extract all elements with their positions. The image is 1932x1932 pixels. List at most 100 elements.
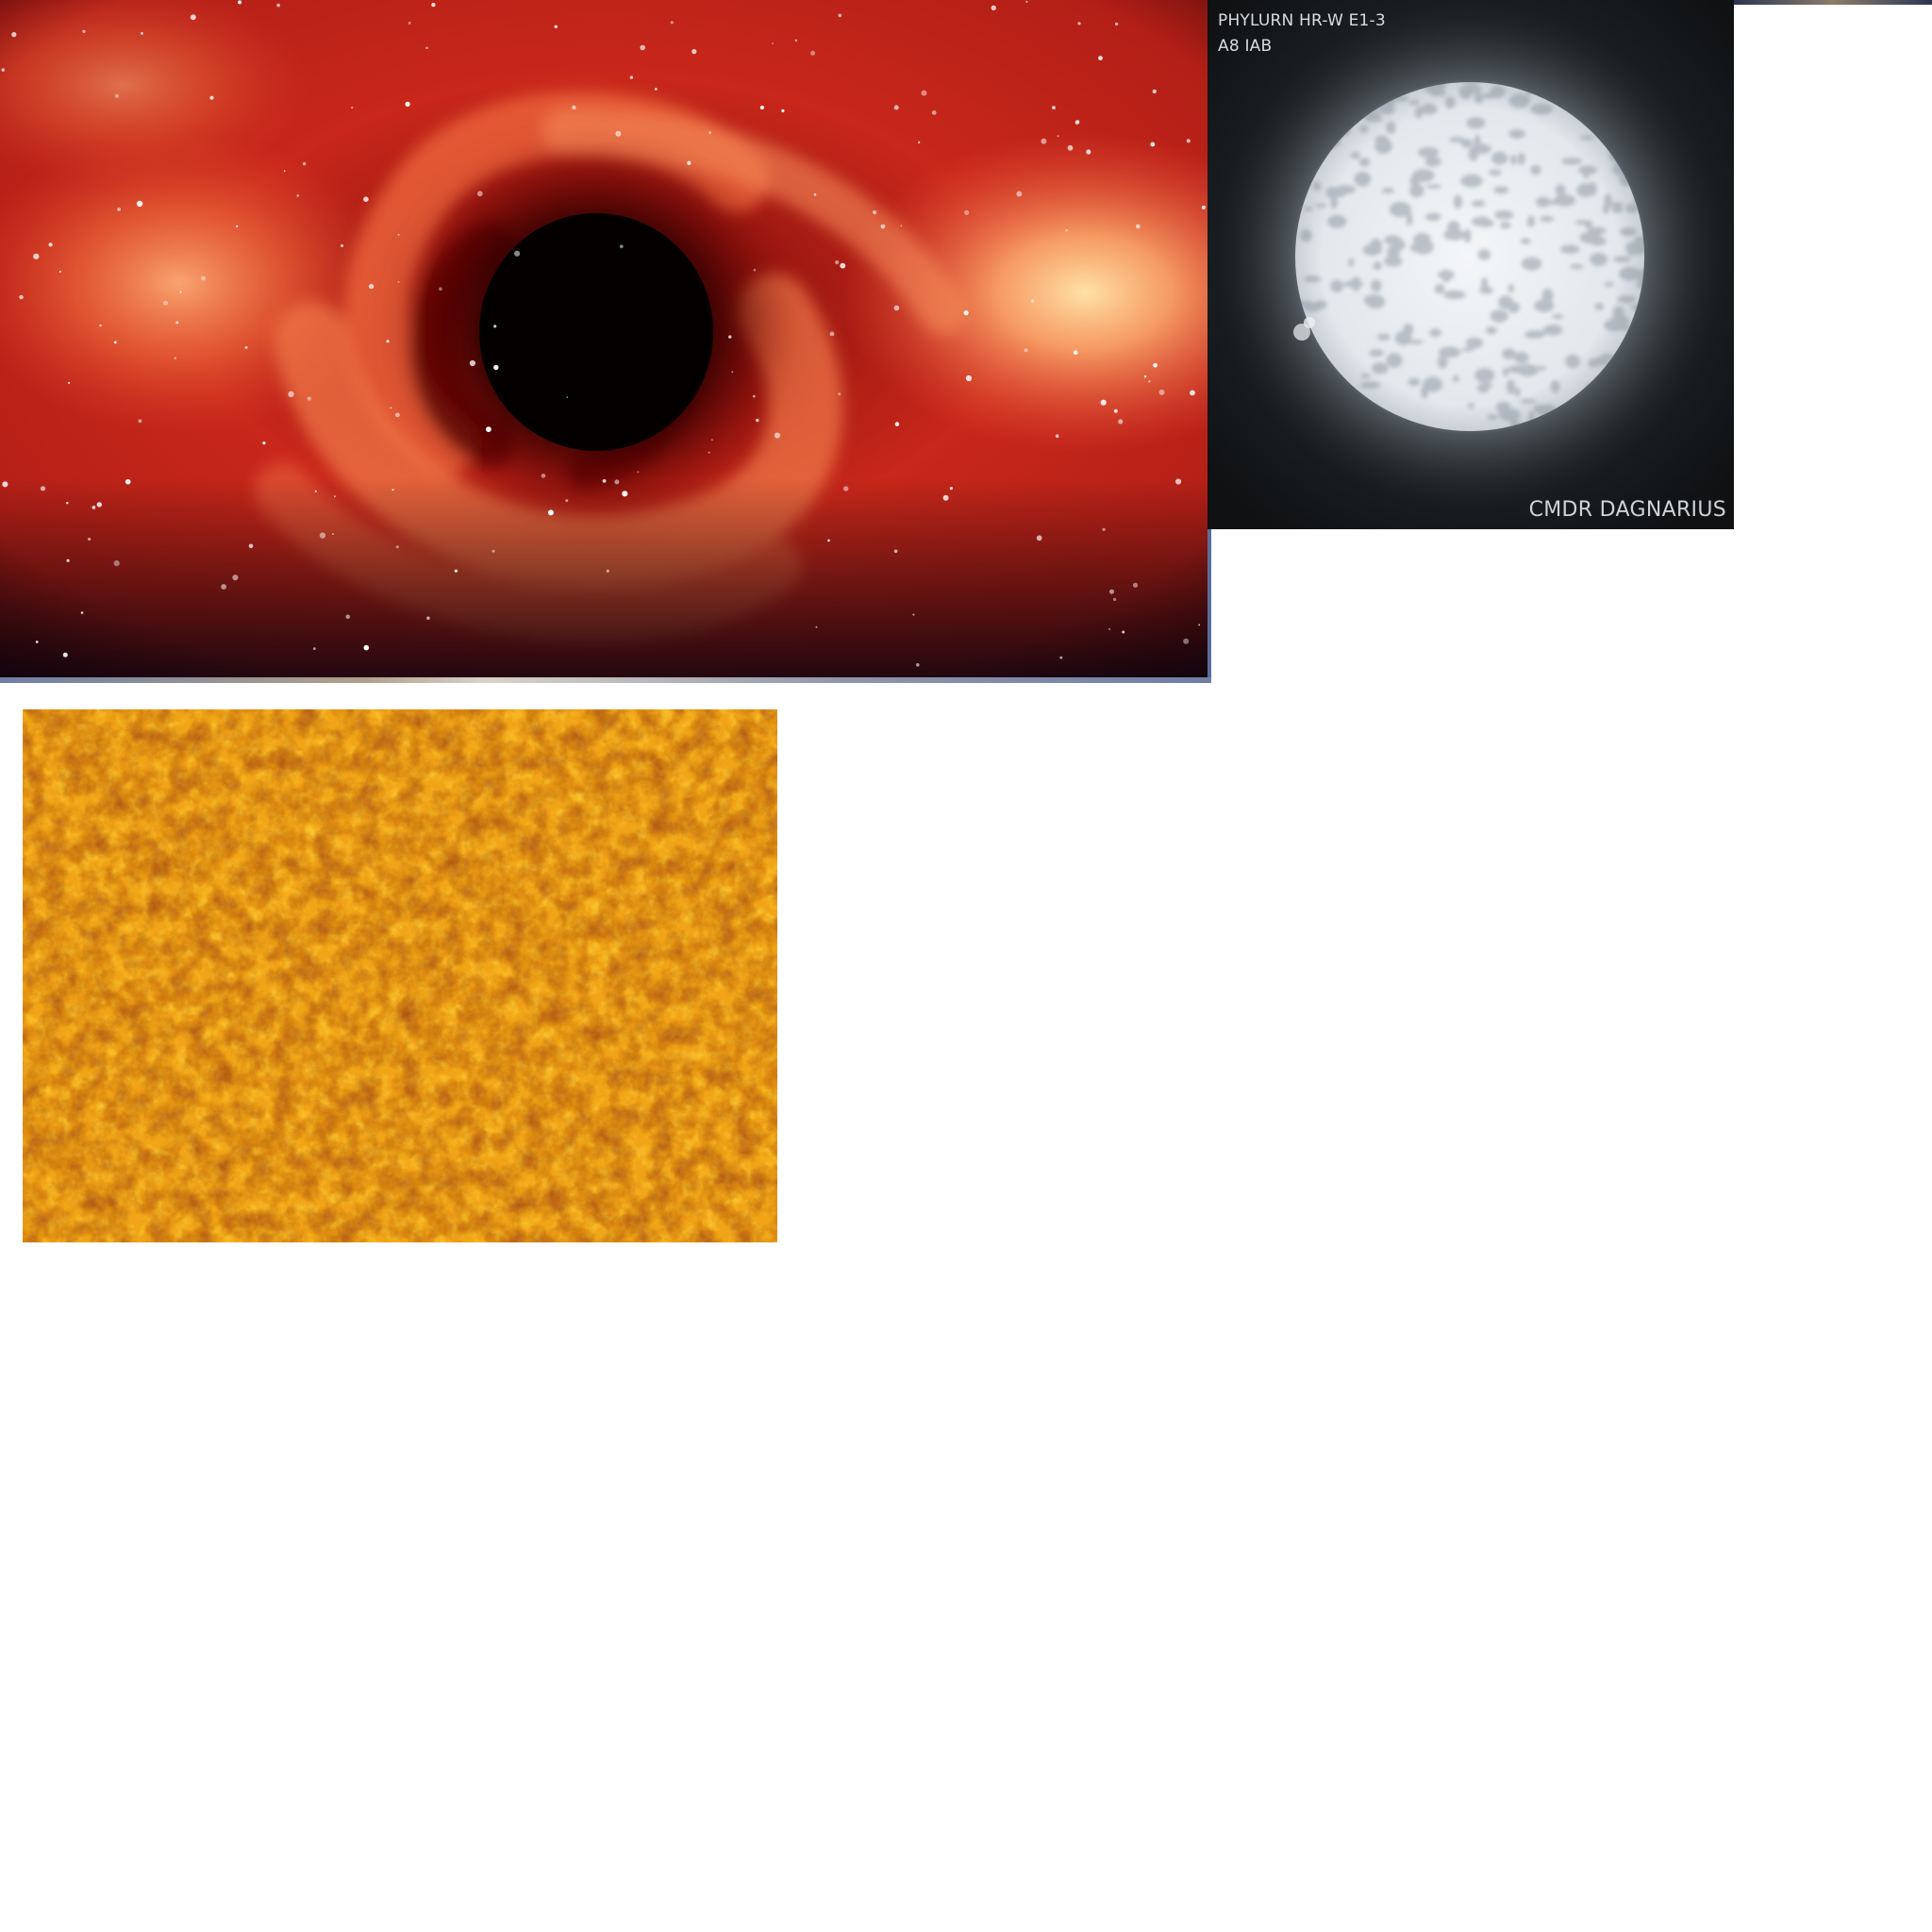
star-point: [201, 276, 206, 281]
surface-granule: [1386, 122, 1395, 134]
star-point: [398, 281, 400, 283]
star-point: [827, 540, 830, 542]
surface-granule: [1507, 302, 1520, 313]
star-point: [1056, 434, 1059, 438]
surface-granule: [1551, 380, 1560, 392]
star-point: [2, 68, 5, 71]
star-point: [179, 291, 182, 293]
star-point: [894, 306, 900, 311]
star-point: [1037, 535, 1042, 541]
star-point: [810, 51, 815, 56]
black-hole-image: [0, 0, 1211, 683]
surface-granule: [1580, 136, 1595, 141]
star-point: [391, 489, 393, 491]
surface-granule: [1438, 356, 1448, 369]
star-point: [332, 533, 334, 535]
star-point: [455, 570, 458, 573]
surface-granule: [1461, 139, 1474, 148]
star-point: [541, 474, 546, 478]
surface-granule: [1424, 377, 1443, 392]
star-point: [175, 358, 176, 359]
star-point: [1133, 583, 1138, 588]
star-point: [408, 22, 411, 25]
star-point: [81, 611, 84, 614]
star-point: [1098, 56, 1103, 60]
surface-granule: [1476, 220, 1494, 227]
star-point: [1086, 149, 1091, 154]
star-point: [1068, 145, 1074, 151]
surface-granule: [1491, 309, 1508, 322]
star-point: [175, 322, 178, 325]
star-point: [691, 49, 696, 54]
star-point: [1122, 631, 1124, 634]
surface-granule: [1583, 173, 1589, 178]
star-point: [753, 395, 756, 398]
star-point: [555, 25, 558, 28]
surface-granule: [1412, 169, 1434, 182]
star-point: [964, 210, 969, 215]
star-point: [918, 142, 920, 143]
surface-granule: [1556, 185, 1566, 195]
surface-granule: [1474, 368, 1494, 383]
star-point: [840, 263, 845, 269]
star-point: [711, 439, 713, 441]
star-point: [276, 4, 280, 8]
star-point: [288, 391, 293, 397]
star-point: [1101, 400, 1107, 406]
star-point: [82, 30, 85, 33]
star-point: [1153, 363, 1158, 368]
surface-granule: [1536, 197, 1551, 208]
star-point: [964, 310, 969, 315]
star-point: [364, 645, 370, 651]
surface-granule: [1441, 270, 1451, 283]
surface-granule: [1372, 362, 1389, 374]
surface-granule: [1348, 258, 1354, 267]
star-point: [19, 295, 24, 300]
surface-granule: [1351, 152, 1360, 159]
surface-granule: [1461, 348, 1474, 352]
star-point: [439, 288, 442, 291]
star-point: [916, 663, 920, 667]
surface-granule: [1343, 281, 1362, 288]
surface-granule: [1332, 192, 1345, 197]
star-point: [68, 382, 70, 384]
surface-granule: [1508, 129, 1525, 139]
sun-texture-image: [23, 709, 777, 1242]
star-point: [1077, 22, 1080, 25]
star-point: [1058, 135, 1059, 137]
surface-granule: [1590, 253, 1607, 266]
star-point: [630, 75, 633, 78]
star-point: [1153, 90, 1157, 93]
surface-granule: [1425, 213, 1441, 222]
star-point: [396, 545, 399, 548]
surface-granule: [1327, 215, 1346, 228]
star-point: [363, 196, 369, 202]
star-point: [1031, 299, 1034, 302]
star-point: [814, 193, 817, 196]
star-point: [1025, 1, 1027, 3]
surface-granule: [1304, 275, 1322, 282]
surface-granule: [1613, 257, 1630, 262]
star-point: [514, 251, 520, 257]
surface-granule: [1491, 86, 1506, 99]
surface-granule: [1543, 325, 1562, 336]
star-point: [395, 413, 400, 418]
surface-granule: [1502, 348, 1516, 359]
surface-granule: [1453, 375, 1459, 382]
star-point: [426, 617, 429, 620]
image-edge: [0, 677, 1211, 683]
surface-granule: [1560, 245, 1579, 254]
surface-granule: [1359, 158, 1370, 167]
star-point: [614, 479, 619, 484]
star-point: [603, 479, 607, 483]
surface-granule: [1305, 207, 1313, 211]
surface-granule: [1499, 408, 1521, 421]
star-point: [1052, 106, 1056, 109]
star-point: [1118, 419, 1123, 424]
star-point: [1150, 142, 1155, 147]
surface-granule: [1363, 244, 1382, 256]
star-screenshot: PHYLURN HR-W E1-3 A8 IAB CMDR DAGNARIUS: [1208, 0, 1734, 529]
star-point: [922, 91, 927, 96]
surface-granule: [1468, 403, 1474, 408]
star-point: [1136, 225, 1141, 229]
